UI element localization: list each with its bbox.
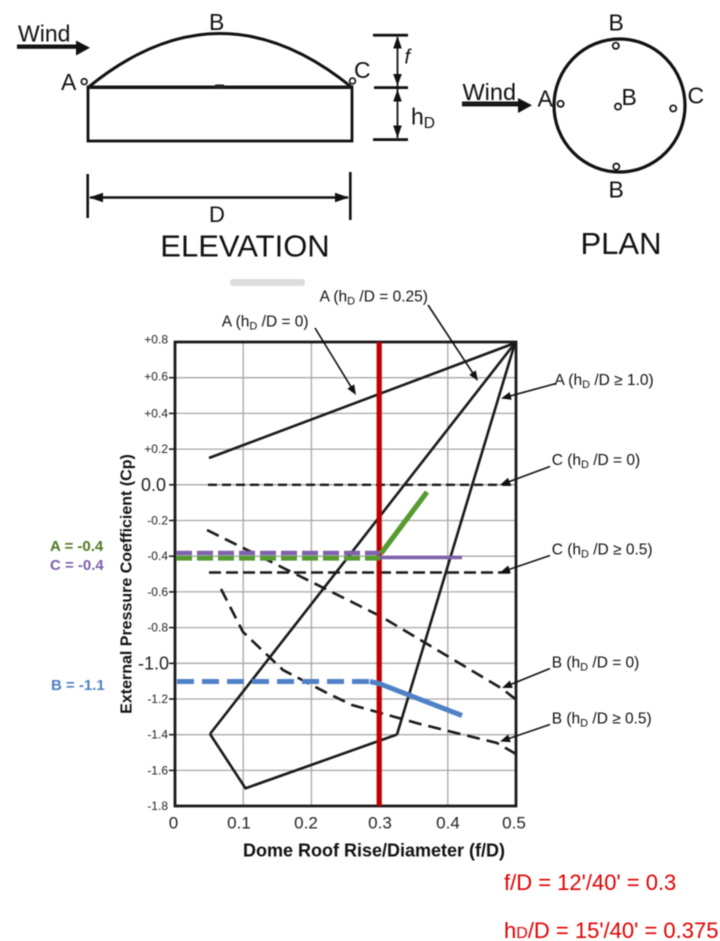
svg-text:+0.8: +0.8 <box>144 333 168 347</box>
svg-text:-0.4: -0.4 <box>147 549 168 563</box>
svg-text:C: C <box>688 83 705 109</box>
svg-text:C: C <box>354 57 371 83</box>
svg-text:f/D = 12'/40' = 0.3: f/D = 12'/40' = 0.3 <box>504 870 676 895</box>
svg-text:A (hD /D = 0): A (hD /D = 0) <box>222 314 309 333</box>
svg-text:0.3: 0.3 <box>368 814 392 833</box>
svg-text:hD/D = 15'/40' = 0.375: hD/D = 15'/40' = 0.375 <box>504 918 718 941</box>
svg-text:B = -1.1: B = -1.1 <box>51 677 105 694</box>
svg-text:C = -0.4: C = -0.4 <box>50 557 104 574</box>
svg-text:+0.4: +0.4 <box>144 406 168 420</box>
svg-text:D: D <box>209 202 225 227</box>
svg-text:0: 0 <box>169 814 178 833</box>
svg-text:C (hD /D = 0): C (hD /D = 0) <box>552 452 641 471</box>
svg-text:-1.0: -1.0 <box>138 654 169 674</box>
svg-text:A: A <box>61 69 77 95</box>
svg-text:0.5: 0.5 <box>502 814 526 833</box>
svg-text:B: B <box>209 9 224 35</box>
svg-text:B: B <box>609 10 624 36</box>
svg-text:f: f <box>405 47 413 69</box>
svg-text:-1.6: -1.6 <box>147 763 168 777</box>
svg-text:0.2: 0.2 <box>294 814 318 833</box>
svg-text:B: B <box>622 84 637 110</box>
svg-text:0.1: 0.1 <box>227 814 251 833</box>
svg-text:A = -0.4: A = -0.4 <box>50 538 104 555</box>
svg-text:B: B <box>609 177 624 203</box>
svg-text:+0.2: +0.2 <box>144 442 168 456</box>
svg-text:Dome Roof Rise/Diameter (f/D): Dome Roof Rise/Diameter (f/D) <box>243 841 505 861</box>
svg-text:-1.4: -1.4 <box>147 728 168 742</box>
svg-text:A (hD /D ≥ 1.0): A (hD /D ≥ 1.0) <box>555 372 654 391</box>
svg-text:PLAN: PLAN <box>581 226 662 261</box>
svg-text:Wind: Wind <box>463 79 517 105</box>
svg-text:-0.6: -0.6 <box>147 585 168 599</box>
svg-text:Wind: Wind <box>18 21 70 47</box>
svg-text:C (hD /D ≥ 0.5): C (hD /D ≥ 0.5) <box>552 542 653 561</box>
svg-text:-0.8: -0.8 <box>147 621 168 635</box>
svg-text:-1.8: -1.8 <box>147 799 168 813</box>
svg-text:-1.2: -1.2 <box>147 692 168 706</box>
svg-text:B (hD /D = 0): B (hD /D = 0) <box>552 655 640 674</box>
svg-text:0.4: 0.4 <box>436 814 460 833</box>
svg-text:A: A <box>538 86 554 112</box>
svg-text:ELEVATION: ELEVATION <box>160 229 329 264</box>
svg-text:-0.2: -0.2 <box>147 514 168 528</box>
svg-text:External Pressure Coefficient: External Pressure Coefficient (Cp) <box>119 454 136 714</box>
svg-text:+0.6: +0.6 <box>144 370 168 384</box>
svg-text:0.0: 0.0 <box>141 475 166 495</box>
svg-text:A (hD /D = 0.25): A (hD /D = 0.25) <box>320 289 428 308</box>
svg-text:B (hD /D ≥ 0.5): B (hD /D ≥ 0.5) <box>552 711 652 730</box>
